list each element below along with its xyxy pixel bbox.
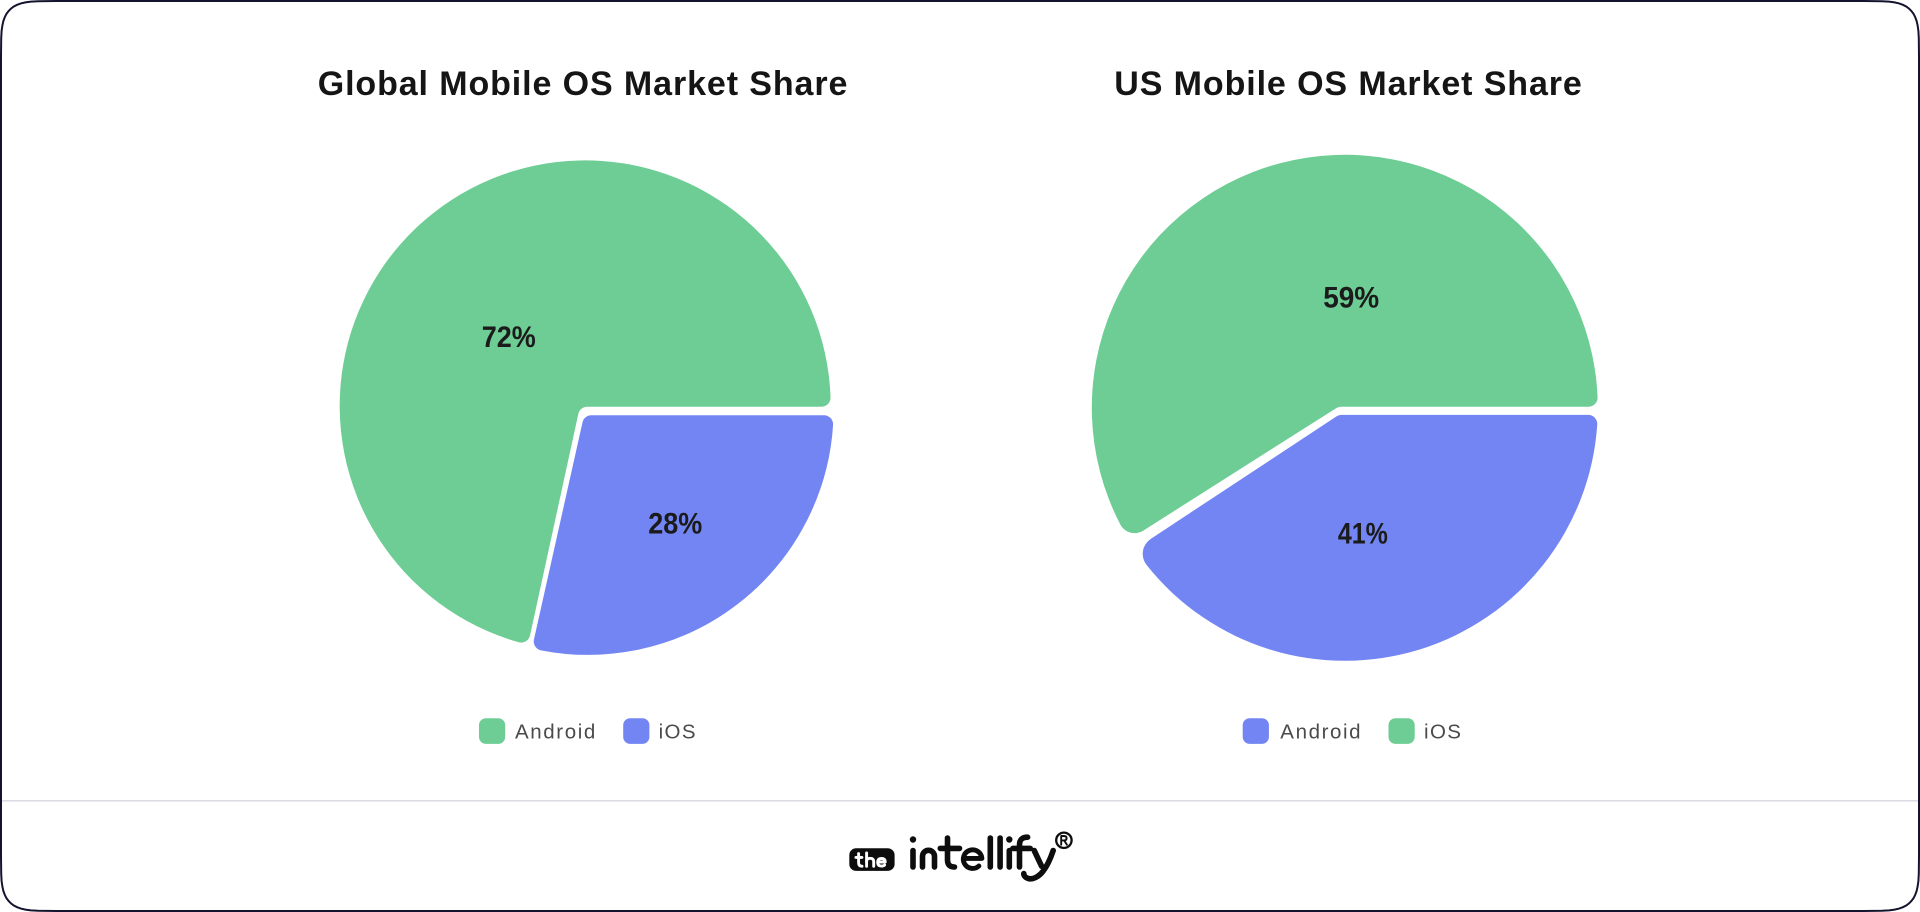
svg-text:28%: 28% [648,508,702,541]
svg-text:72%: 72% [482,321,536,354]
svg-text:Android: Android [515,720,597,743]
svg-text:iOS: iOS [659,720,697,743]
svg-text:US Mobile OS Market Share: US Mobile OS Market Share [1114,65,1582,103]
svg-text:iOS: iOS [1424,720,1462,743]
svg-text:59%: 59% [1323,281,1379,314]
svg-text:41%: 41% [1338,518,1388,551]
svg-text:Android: Android [1280,720,1362,743]
svg-text:Global Mobile OS Market Share: Global Mobile OS Market Share [318,65,849,103]
